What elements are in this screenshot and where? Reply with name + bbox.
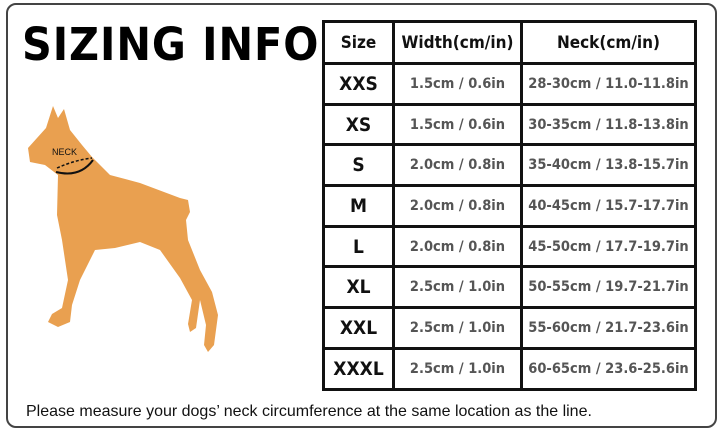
neck-cell: 40-45cm / 15.7-17.7in — [520, 184, 697, 228]
size-cell: M — [322, 184, 395, 228]
table-row: XL 2.5cm / 1.0in 50-55cm / 19.7-21.7in — [322, 265, 697, 310]
width-cell: 2.5cm / 1.0in — [392, 265, 523, 310]
neck-cell: 35-40cm / 13.8-15.7in — [520, 143, 697, 188]
size-cell: XXXL — [322, 346, 395, 391]
neck-cell: 55-60cm / 21.7-23.6in — [520, 306, 697, 350]
size-cell: XL — [322, 265, 395, 310]
dog-silhouette-icon: NECK — [28, 106, 218, 352]
width-cell: 1.5cm / 0.6in — [392, 62, 523, 106]
size-cell: XXL — [322, 306, 395, 350]
table-row: XXXL 2.5cm / 1.0in 60-65cm / 23.6-25.6in — [322, 346, 697, 391]
size-cell: XXS — [322, 62, 395, 106]
table-header-row: Size Width(cm/in) Neck(cm/in) — [322, 20, 697, 65]
dog-body — [28, 106, 218, 352]
neck-cell: 30-35cm / 11.8-13.8in — [520, 102, 697, 147]
table-row: XS 1.5cm / 0.6in 30-35cm / 11.8-13.8in — [322, 102, 697, 147]
header-width: Width(cm/in) — [392, 20, 523, 65]
width-cell: 2.5cm / 1.0in — [392, 306, 523, 350]
width-cell: 2.0cm / 0.8in — [392, 224, 523, 269]
table-row: XXL 2.5cm / 1.0in 55-60cm / 21.7-23.6in — [322, 306, 697, 350]
table-row: M 2.0cm / 0.8in 40-45cm / 15.7-17.7in — [322, 184, 697, 228]
sizing-table: Size Width(cm/in) Neck(cm/in) XXS 1.5cm /… — [322, 20, 697, 391]
neck-cell: 60-65cm / 23.6-25.6in — [520, 346, 697, 391]
table-row: L 2.0cm / 0.8in 45-50cm / 17.7-19.7in — [322, 224, 697, 269]
outer-frame — [6, 3, 717, 428]
table-row: S 2.0cm / 0.8in 35-40cm / 13.8-15.7in — [322, 143, 697, 188]
width-cell: 2.0cm / 0.8in — [392, 143, 523, 188]
neck-line — [55, 159, 94, 175]
header-size: Size — [322, 20, 395, 65]
width-cell: 2.0cm / 0.8in — [392, 184, 523, 228]
width-cell: 2.5cm / 1.0in — [392, 346, 523, 391]
neck-cell: 28-30cm / 11.0-11.8in — [520, 62, 697, 106]
header-neck: Neck(cm/in) — [520, 20, 697, 65]
neck-cell: 50-55cm / 19.7-21.7in — [520, 265, 697, 310]
size-cell: L — [322, 224, 395, 269]
table-row: XXS 1.5cm / 0.6in 28-30cm / 11.0-11.8in — [322, 62, 697, 106]
width-cell: 1.5cm / 0.6in — [392, 102, 523, 147]
size-cell: S — [322, 143, 395, 188]
neck-label: NECK — [52, 147, 77, 157]
size-cell: XS — [322, 102, 395, 147]
footer-note: Please measure your dogs’ neck circumfer… — [26, 403, 592, 420]
neck-cell: 45-50cm / 17.7-19.7in — [520, 224, 697, 269]
page-title: SIZING INFO — [22, 18, 320, 71]
